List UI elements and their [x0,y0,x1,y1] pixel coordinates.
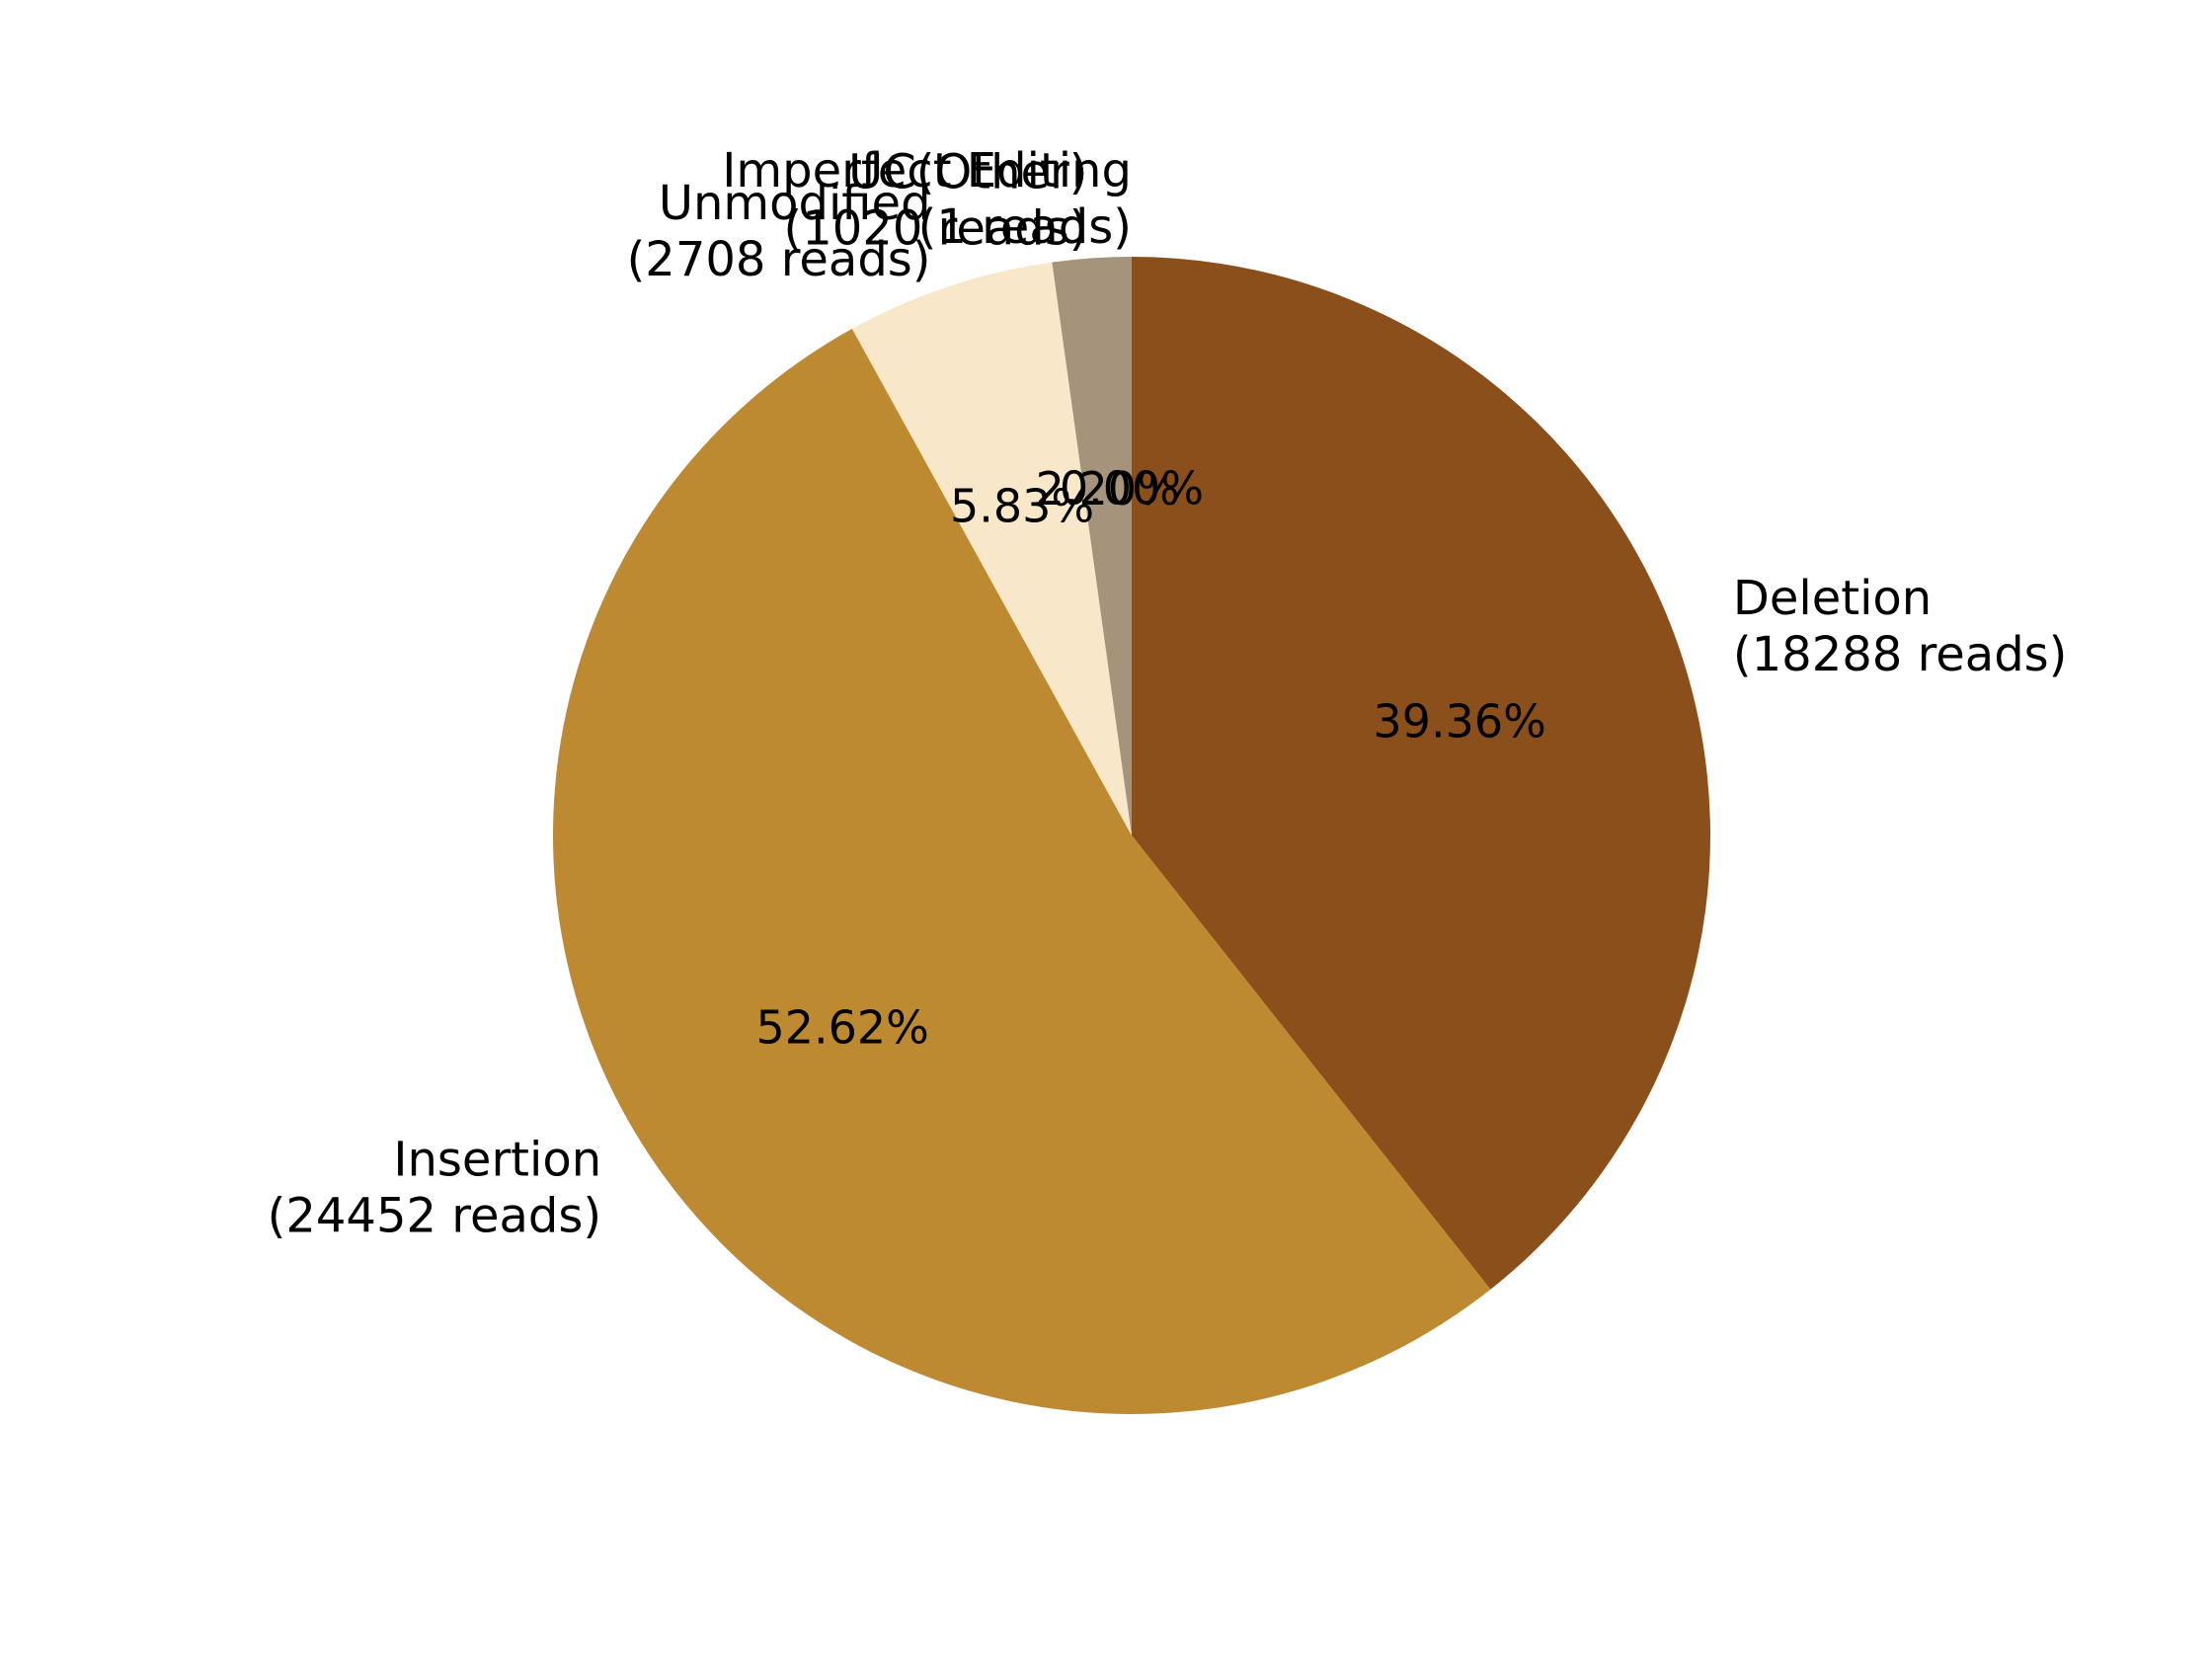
pct-label-imperfect-editing: 0.00% [1060,461,1204,514]
slice-name-uc-other: UC(Other) [848,144,1087,199]
slice-label-deletion: Deletion (18288 reads) [1733,571,2068,682]
slice-name-imperfect-editing: Imperfect Editing [722,143,1132,198]
slice-uc-other [1052,257,1132,835]
pct-label-deletion: 39.36% [1373,695,1545,749]
slice-label-uc-other: UC(Other) (1020 reads) [784,144,1088,256]
slice-reads-uc-other: (1020 reads) [784,200,1088,256]
slice-reads-deletion: (18288 reads) [1733,627,2068,682]
slice-deletion [1132,257,1710,1290]
pct-label-insertion: 52.62% [755,1001,928,1055]
slice-label-unmodified: Unmodified (2708 reads) [627,176,931,287]
slice-name-insertion: Insertion [393,1132,601,1187]
slice-reads-imperfect-editing: (1 reads) [918,199,1132,255]
slice-unmodified [851,262,1132,836]
labels-layer: Deletion (18288 reads) 39.36% Insertion (244… [268,143,2068,1243]
pct-label-unmodified: 5.83% [950,479,1094,532]
slice-label-imperfect-editing: Imperfect Editing (1 reads) [722,143,1132,255]
slices-layer [552,256,1710,1415]
slice-insertion [552,328,1491,1415]
slice-reads-insertion: (24452 reads) [268,1188,602,1243]
pct-label-uc-other: 2.20% [1036,462,1180,515]
slice-reads-unmodified: (2708 reads) [627,232,931,287]
slice-name-deletion: Deletion [1733,571,1932,626]
slice-label-insertion: Insertion (24452 reads) [268,1132,602,1243]
slice-name-unmodified: Unmodified [659,176,931,231]
